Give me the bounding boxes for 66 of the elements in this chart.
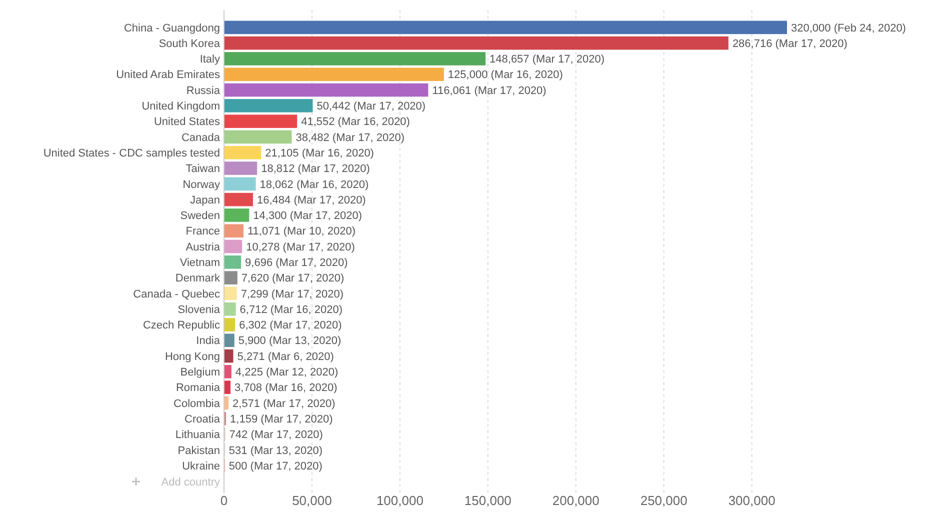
- data-label: 10,278 (Mar 17, 2020): [246, 241, 355, 254]
- data-label: 18,062 (Mar 16, 2020): [260, 178, 369, 191]
- y-tick-label: Romania: [176, 382, 221, 394]
- y-tick-label: Sweden: [180, 210, 220, 222]
- y-tick-label: Canada: [181, 132, 221, 144]
- data-label: 148,657 (Mar 17, 2020): [490, 54, 605, 66]
- data-label: 38,482 (Mar 17, 2020): [296, 132, 405, 144]
- data-label: 21,105 (Mar 16, 2020): [265, 147, 374, 160]
- data-label: 14,300 (Mar 17, 2020): [253, 210, 362, 222]
- data-label: 286,716 (Mar 17, 2020): [732, 38, 848, 50]
- x-tick-label: 200,000: [552, 493, 600, 508]
- data-label: 531 (Mar 13, 2020): [228, 444, 322, 457]
- y-tick-label: United Arab Emirates: [116, 69, 220, 82]
- y-tick-label: Croatia: [184, 413, 221, 426]
- data-label: 7,299 (Mar 17, 2020): [240, 288, 344, 300]
- y-tick-label: China - Guangdong: [124, 22, 220, 34]
- y-tick-label: Pakistan: [178, 444, 220, 457]
- x-tick-label: 100,000: [376, 493, 424, 508]
- data-label: 50,442 (Mar 17, 2020): [316, 100, 426, 113]
- data-label: 9,696 (Mar 17, 2020): [245, 256, 348, 269]
- y-tick-label: Canada - Quebec: [133, 288, 220, 300]
- data-label: 116,061 (Mar 17, 2020): [432, 84, 546, 97]
- data-label: 6,302 (Mar 17, 2020): [239, 320, 342, 332]
- data-label: 41,552 (Mar 16, 2020): [301, 116, 410, 128]
- y-tick-label: Ukraine: [182, 460, 220, 472]
- x-tick-label: 150,000: [464, 493, 512, 508]
- data-label: 11,071 (Mar 10, 2020): [247, 226, 356, 238]
- y-tick-label: Italy: [200, 54, 220, 66]
- y-tick-label: Norway: [182, 178, 220, 191]
- y-tick-label: Denmark: [175, 272, 220, 285]
- y-tick-label: United States: [154, 116, 220, 128]
- y-tick-label: South Korea: [158, 38, 221, 50]
- y-tick-label: Russia: [186, 84, 221, 97]
- y-tick-label: Belgium: [180, 366, 220, 379]
- x-tick-label: 0: [220, 493, 228, 508]
- data-label: 5,271 (Mar 6, 2020): [237, 350, 334, 363]
- data-label: 3,708 (Mar 16, 2020): [234, 382, 338, 394]
- y-tick-label: France: [186, 226, 220, 238]
- data-label: 2,571 (Mar 17, 2020): [232, 398, 336, 410]
- data-label: 16,484 (Mar 17, 2020): [257, 194, 366, 206]
- data-label: 5,900 (Mar 13, 2020): [238, 335, 342, 348]
- data-label: 1,159 (Mar 17, 2020): [230, 413, 333, 426]
- x-tick-label: 300,000: [728, 493, 776, 508]
- y-tick-label: Lithuania: [175, 429, 221, 442]
- y-tick-label: Colombia: [174, 398, 221, 410]
- y-tick-label: Taiwan: [186, 163, 220, 176]
- data-label: 125,000 (Mar 16, 2020): [448, 69, 563, 82]
- data-label: 7,620 (Mar 17, 2020): [241, 272, 344, 285]
- data-label: 742 (Mar 17, 2020): [229, 429, 323, 442]
- y-tick-label: India: [196, 335, 221, 348]
- x-tick-label: 50,000: [292, 493, 332, 508]
- data-label: 6,712 (Mar 16, 2020): [240, 304, 343, 316]
- data-label: 18,812 (Mar 17, 2020): [261, 163, 370, 176]
- y-tick-label: United Kingdom: [142, 100, 220, 113]
- x-tick-label: 250,000: [640, 493, 688, 508]
- y-tick-label: Slovenia: [178, 304, 221, 316]
- text: Add country: [161, 476, 220, 488]
- y-tick-label: Hong Kong: [164, 350, 220, 363]
- y-tick-label: United States - CDC samples tested: [43, 147, 220, 160]
- data-label: 500 (Mar 17, 2020): [228, 460, 322, 472]
- data-label: 320,000 (Feb 24, 2020): [791, 22, 906, 34]
- y-tick-label: Vietnam: [180, 256, 220, 269]
- y-tick-label: Austria: [186, 241, 221, 254]
- y-tick-label: Japan: [190, 194, 220, 206]
- y-tick-label: Czech Republic: [142, 320, 220, 332]
- data-label: 4,225 (Mar 12, 2020): [235, 366, 338, 379]
